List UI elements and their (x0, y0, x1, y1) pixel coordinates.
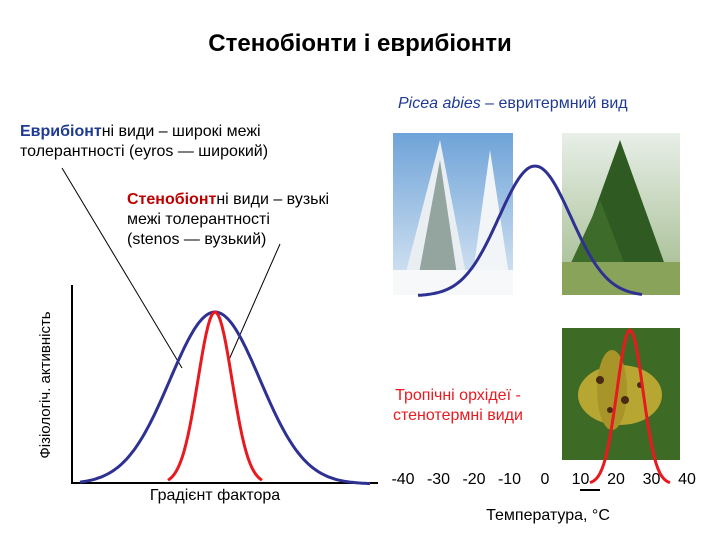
stenobiont-curve (167, 310, 263, 482)
temperature-tick: 20 (607, 471, 625, 488)
temperature-tick: -20 (462, 471, 485, 488)
line: ні види – широкі межі (101, 123, 261, 140)
line: Тропічні орхідеї - (395, 387, 521, 404)
eurybiont-curve (79, 310, 370, 485)
temperature-label: Температура, °С (486, 507, 610, 524)
temperature-tick: -30 (427, 471, 450, 488)
pointer (61, 167, 183, 369)
title: Стенобіонти і еврибіонти (208, 30, 512, 57)
temperature-tick: 10 (572, 471, 590, 488)
picea-caption: Picea abies – евритермний вид (398, 94, 628, 114)
winter-photo (393, 133, 513, 295)
orchid-photo (562, 328, 680, 460)
x-axis-label: Градієнт фактора (150, 487, 280, 504)
species: Picea abies (398, 95, 481, 112)
line: межі толерантності (127, 211, 270, 228)
pointer (227, 243, 281, 363)
line: толерантності (eyros — широкий) (20, 143, 269, 160)
caption-text: – евритермний вид (480, 95, 628, 112)
line: ні види – вузькі (216, 191, 330, 208)
stenobiont-text: Стенобіонтні види – вузькі межі толерантн… (127, 190, 329, 250)
temperature-tick: 40 (678, 471, 696, 488)
temperature-tick: 0 (541, 471, 550, 488)
term: Еврибіонт (20, 123, 102, 140)
orchid-curve (589, 327, 671, 485)
y-axis-label: Фізіологіч. активність (37, 311, 54, 458)
picea-curve (417, 164, 643, 297)
orchid-text: Тропічні орхідеї - стенотермні види (393, 386, 523, 426)
temperature-tick: 30 (643, 471, 661, 488)
term: Стенобіонт (127, 191, 217, 208)
summer-photo (562, 133, 680, 295)
eurybiont-text: Еврибіонтні види – широкі межі толерантно… (20, 122, 268, 162)
temperature-tick: -10 (498, 471, 521, 488)
temperature-tick: -40 (391, 471, 414, 488)
line: (stenos — вузький) (127, 231, 267, 248)
line: стенотермні види (393, 407, 523, 424)
